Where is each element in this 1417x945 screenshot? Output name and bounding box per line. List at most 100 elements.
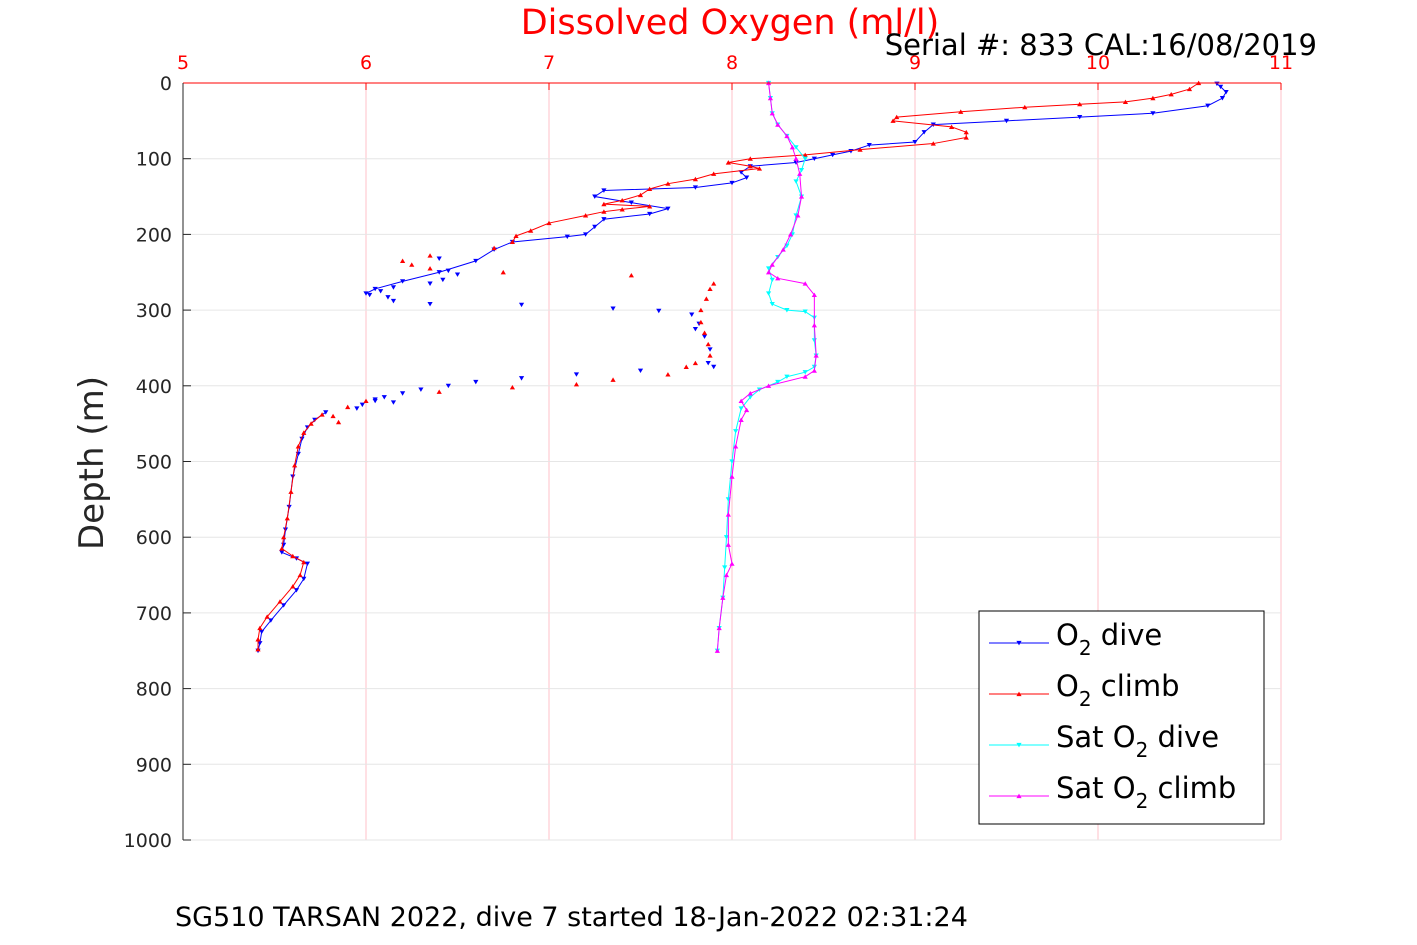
data-point [912, 139, 918, 145]
data-point [813, 353, 819, 358]
data-point [1077, 101, 1083, 107]
data-point [601, 188, 607, 193]
data-point [766, 291, 772, 296]
data-point [701, 334, 708, 339]
data-point [564, 234, 570, 240]
data-point [277, 599, 283, 604]
data-point [509, 239, 515, 245]
data-point [1003, 118, 1010, 124]
data-point [707, 353, 713, 358]
y-tick-labels: 0 100 200 300 400 500 600 700 800 900 1000 [124, 73, 172, 852]
data-point [789, 145, 795, 150]
data-point [284, 515, 290, 521]
data-point [802, 370, 808, 375]
x-tick-label: 10 [1086, 52, 1110, 74]
series-sat-o2-climb [714, 80, 819, 653]
data-point [1218, 84, 1224, 90]
data-point [707, 286, 713, 291]
data-point [787, 232, 794, 237]
y-tick-label: 0 [160, 73, 172, 95]
data-point [592, 194, 598, 199]
legend-entry: O2 dive [989, 618, 1162, 660]
data-point [747, 163, 753, 169]
data-point [319, 412, 325, 417]
data-point [257, 625, 263, 631]
data-point [427, 266, 433, 271]
data-point [473, 258, 479, 264]
data-point [628, 200, 634, 205]
series-o2-climb-scattered- [330, 245, 717, 425]
data-point [729, 459, 735, 464]
data-point [775, 122, 781, 127]
data-point [647, 211, 653, 217]
data-point [1150, 111, 1156, 116]
data-point [811, 322, 817, 328]
data-point [793, 156, 799, 161]
legend-label-main: O [1056, 618, 1079, 652]
data-point [1150, 95, 1156, 101]
y-tick-label: 1000 [124, 830, 172, 852]
legend-label-rest: dive [1092, 618, 1163, 652]
data-point [793, 160, 799, 165]
data-point [716, 625, 722, 631]
data-point [400, 391, 406, 396]
x-tick-label: 5 [177, 52, 189, 74]
data-point [323, 410, 329, 415]
data-point [756, 166, 763, 171]
data-point [811, 156, 817, 162]
legend: O2 dive O2 climb Sat O2 dive Sat O2 climb [978, 610, 1265, 825]
data-point [747, 395, 753, 400]
data-point [738, 398, 744, 404]
data-point [775, 379, 781, 385]
data-point [811, 368, 817, 373]
data-point [308, 421, 314, 426]
data-point [665, 181, 671, 186]
data-point [628, 272, 634, 278]
data-point [766, 269, 772, 275]
legend-box [978, 610, 1265, 825]
data-point [304, 561, 311, 567]
data-point [830, 152, 836, 158]
legend-label: Sat O2 climb [1056, 771, 1236, 813]
data-point [733, 429, 739, 434]
data-point [281, 603, 287, 608]
data-point [647, 204, 653, 209]
data-point [692, 360, 698, 366]
data-point [963, 129, 969, 135]
data-point [454, 272, 461, 277]
data-point [1219, 96, 1226, 101]
legend-label-subscript: 2 [1136, 789, 1149, 813]
data-point [705, 361, 711, 366]
data-point [293, 588, 300, 593]
data-point [400, 279, 406, 284]
data-point [619, 197, 625, 203]
data-point [436, 256, 442, 261]
data-point [264, 614, 270, 619]
legend-marker [1016, 691, 1022, 697]
data-point [767, 95, 774, 101]
caption: SG510 TARSAN 2022, dive 7 started 18-Jan… [175, 902, 968, 933]
data-point [279, 550, 285, 555]
data-point [573, 381, 580, 387]
data-point [683, 364, 689, 369]
data-point [949, 124, 955, 129]
data-point [793, 179, 799, 184]
data-point [592, 224, 598, 230]
data-point [720, 595, 726, 600]
legend-label-main: Sat O [1056, 771, 1136, 805]
data-point [656, 308, 662, 314]
data-point [722, 565, 728, 570]
data-point [958, 109, 964, 114]
data-point [921, 130, 927, 135]
axes [182, 82, 1282, 841]
data-point [769, 262, 775, 267]
data-point [518, 376, 525, 381]
legend-label: O2 dive [1056, 618, 1162, 660]
data-point [436, 270, 442, 275]
data-point [445, 383, 451, 389]
data-point [290, 553, 296, 559]
data-point [367, 292, 373, 298]
legend-label: O2 climb [1056, 669, 1180, 711]
data-point [711, 281, 717, 286]
